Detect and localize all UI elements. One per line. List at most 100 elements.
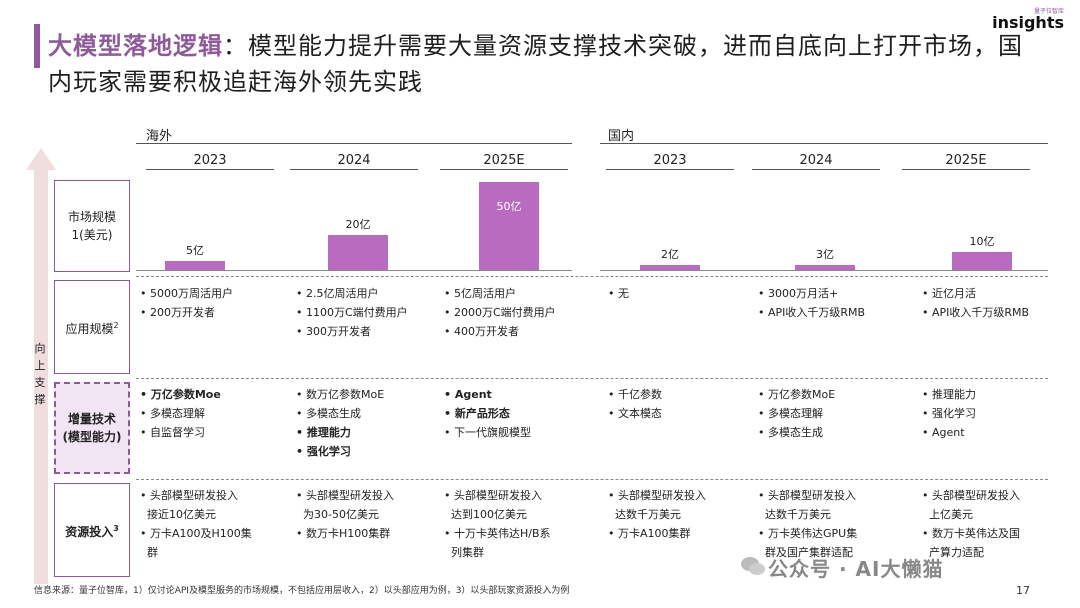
bullet-item: 达到100亿美元: [444, 508, 527, 521]
bar-baseline: [136, 270, 572, 271]
bullet-item: • 头部模型研发投入: [296, 489, 394, 502]
bullet-item: • 万卡A100集群: [608, 527, 691, 540]
page-title: 大模型落地逻辑：模型能力提升需要大量资源支撑技术突破，进而自底向上打开市场，国内…: [48, 28, 1038, 100]
title-highlight: 大模型落地逻辑: [48, 32, 223, 60]
bar-baseline: [600, 270, 1048, 271]
bullet-item: • 头部模型研发投入: [758, 489, 856, 502]
row-separator: [136, 378, 1048, 379]
bullet-item: 上亿美元: [922, 508, 973, 521]
bullet-item: • 万亿参数Moe: [140, 388, 221, 401]
wechat-icon: [741, 557, 765, 575]
tech-cell: • 数万亿参数MoE • 多模态生成 • 推理能力 • 强化学习: [296, 385, 436, 461]
resource-cell: • 头部模型研发投入 达到100亿美元 • 十万卡英伟达H/B系 列集群: [444, 486, 584, 562]
row-label-market-line2: 1(美元): [71, 228, 113, 242]
bullet-item: • 千亿参数: [608, 388, 662, 401]
bullet-item: • 多模态生成: [758, 426, 823, 439]
region-domestic-rule: [600, 143, 1048, 144]
bullet-item: • 万卡A100及H100集: [140, 527, 252, 540]
year-header: 2024: [337, 153, 371, 168]
row-label-resource: 资源投入3: [54, 483, 130, 577]
market-bar-label: 50亿: [496, 200, 522, 213]
bullet-item: • 头部模型研发投入: [922, 489, 1020, 502]
row-separator: [136, 479, 1048, 480]
row-label-tech: 增量技术 (模型能力): [54, 382, 130, 474]
market-bar: [165, 261, 225, 270]
bullet-item: • 头部模型研发投入: [140, 489, 238, 502]
bullet-item: • 1100万C端付费用户: [296, 306, 408, 319]
row-label-application-text: 应用规模: [65, 321, 114, 336]
market-bar-label: 10亿: [969, 235, 995, 249]
bullet-item: • 数万卡英伟达及国: [922, 527, 1020, 540]
side-label-char: 支: [34, 376, 46, 389]
bullet-item: • 2000万C端付费用户: [444, 306, 556, 319]
year-underline: [606, 169, 734, 170]
application-cell: • 近亿月活 • API收入千万级RMB: [922, 284, 1062, 322]
logo-wordmark: insights: [992, 13, 1064, 32]
tech-cell: • Agent • 新产品形态 • 下一代旗舰模型: [444, 385, 584, 442]
bullet-item: • 强化学习: [296, 445, 351, 458]
title-rest: ：模型能力提升需要大量资源支撑技术突破，进而自底向上打开市场，国内玩家需要积极追…: [48, 32, 1023, 96]
bullet-item: • API收入千万级RMB: [758, 306, 866, 319]
resource-cell: • 头部模型研发投入 接近10亿美元 • 万卡A100及H100集 群: [140, 486, 280, 562]
bullet-item: 产算力适配: [922, 546, 984, 559]
market-bar: [479, 182, 539, 270]
bullet-item: • 文本模态: [608, 407, 662, 420]
bullet-item: • 5亿周活用户: [444, 287, 516, 300]
year-header: 2023: [653, 153, 687, 168]
region-overseas: 海外: [146, 129, 173, 144]
row-label-resource-sup: 3: [113, 523, 119, 533]
region-domestic: 国内: [608, 129, 635, 144]
bullet-item: 达数千万美元: [608, 508, 681, 521]
resource-cell: • 头部模型研发投入 为30-50亿美元 • 数万卡H100集群: [296, 486, 436, 543]
tech-cell: • 推理能力 • 强化学习 • Agent: [922, 385, 1062, 442]
side-label-char: 撑: [34, 393, 46, 406]
application-cell: • 5000万周活用户 • 200万开发者: [140, 284, 280, 322]
year-header: 2025E: [483, 153, 525, 168]
row-label-tech-line2: (模型能力): [62, 430, 122, 444]
source-footnote: 信息来源：量子位智库，1）仅讨论API及模型服务的市场规模，不包括应用层收入，2…: [34, 586, 570, 596]
row-label-application-sup: 2: [113, 320, 119, 330]
bullet-item: • 200万开发者: [140, 306, 215, 319]
row-separator: [136, 276, 1048, 277]
side-label-char: 向: [34, 342, 46, 355]
bullet-item: • 多模态生成: [296, 407, 361, 420]
bullet-item: • 头部模型研发投入: [444, 489, 542, 502]
year-underline: [440, 169, 568, 170]
market-bar: [795, 264, 855, 270]
bullet-item: • 多模态理解: [758, 407, 823, 420]
market-bar-label: 5亿: [186, 244, 204, 258]
year-underline: [752, 169, 880, 170]
market-bar: [640, 265, 700, 270]
up-arrow-icon: [26, 148, 56, 584]
bullet-item: • 强化学习: [922, 407, 976, 420]
bullet-item: • 自监督学习: [140, 426, 205, 439]
bullet-item: 接近10亿美元: [140, 508, 216, 521]
bullet-item: • 400万开发者: [444, 325, 519, 338]
bullet-item: • 十万卡英伟达H/B系: [444, 527, 551, 540]
year-underline: [902, 169, 1030, 170]
bullet-item: • 数万亿参数MoE: [296, 388, 385, 401]
year-underline: [290, 169, 418, 170]
bullet-item: • 万亿参数MoE: [758, 388, 836, 401]
logo-subtitle: 量子位智库: [1033, 8, 1064, 15]
bullet-item: • Agent: [922, 426, 965, 439]
bullet-item: • 数万卡H100集群: [296, 527, 391, 540]
row-label-market-line1: 市场规模: [67, 210, 116, 224]
resource-cell: • 头部模型研发投入 达数千万美元 • 万卡A100集群: [608, 486, 748, 543]
bullet-item: • 2.5亿周活用户: [296, 287, 379, 300]
bullet-item: • 3000万月活+: [758, 287, 839, 300]
bullet-item: • 5000万周活用户: [140, 287, 233, 300]
market-bar-label: 2亿: [661, 248, 679, 261]
market-bar: [328, 234, 388, 270]
bullet-item: 列集群: [444, 546, 484, 559]
tech-cell: • 千亿参数 • 文本模态: [608, 385, 748, 423]
bullet-item: • 推理能力: [922, 388, 976, 401]
side-label-char: 上: [34, 359, 46, 372]
brand-logo: 量子位智库 insights: [980, 6, 1064, 32]
row-label-resource-text: 资源投入: [65, 524, 114, 539]
bullet-item: • 推理能力: [296, 426, 351, 439]
tech-cell: • 万亿参数Moe • 多模态理解 • 自监督学习: [140, 385, 280, 442]
bullet-item: 群及国产集群适配: [758, 546, 853, 559]
row-label-tech-line1: 增量技术: [67, 412, 116, 426]
bullet-item: • API收入千万级RMB: [922, 306, 1030, 319]
